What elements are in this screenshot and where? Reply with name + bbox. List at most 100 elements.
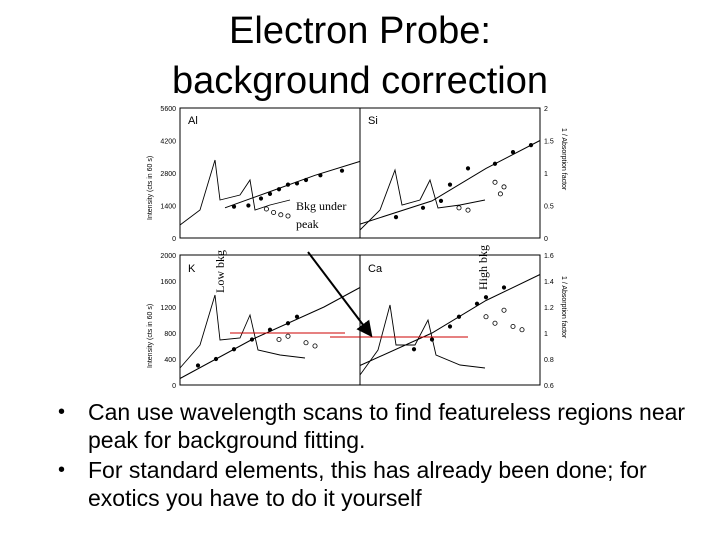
data-point-filled — [294, 181, 300, 186]
data-point-filled — [411, 347, 417, 352]
panel-label-al: Al — [188, 115, 198, 127]
data-point-open — [501, 184, 507, 190]
data-point-filled — [447, 182, 453, 187]
tick-label: 1 — [544, 331, 548, 338]
panel-label-ca: Ca — [368, 263, 383, 275]
tick-label: 0.8 — [544, 357, 554, 364]
ylabel-bottom: Intensity (cts in 60 s) — [147, 304, 154, 368]
ticks-left-bottom: 0 400 800 1200 1600 2000 — [160, 253, 176, 390]
annotation-low-bkg: Low bkg — [213, 250, 227, 293]
absorption-trace-al — [179, 159, 291, 226]
data-point-open — [276, 336, 282, 342]
data-point-open — [465, 207, 471, 213]
trend-curve — [224, 160, 361, 209]
tick-label: 800 — [164, 331, 176, 338]
data-point-open — [285, 213, 291, 219]
tick-label: 0.5 — [544, 204, 554, 211]
data-point-filled — [429, 337, 435, 342]
ylabel-top: Intensity (cts in 60 s) — [147, 156, 154, 220]
data-point-filled — [294, 314, 300, 319]
tick-label: 0 — [172, 236, 176, 243]
ticks-left-top: 0 1400 2800 4200 5600 — [160, 106, 176, 243]
data-point-filled — [318, 173, 323, 178]
data-point-open — [510, 323, 516, 329]
tick-label: 1.4 — [544, 279, 554, 286]
data-point-filled — [195, 363, 201, 368]
trend-curve — [359, 274, 541, 366]
tick-label: 1200 — [160, 305, 176, 312]
data-point-filled — [231, 347, 237, 352]
slide-title: Electron Probe: background correction — [0, 6, 720, 106]
data-point-filled — [492, 161, 498, 166]
bullet-dot-icon: • — [58, 401, 66, 423]
data-point-filled — [438, 198, 444, 203]
panel-frame-si — [359, 107, 541, 239]
tick-label: 2000 — [160, 253, 176, 260]
tick-label: 1600 — [160, 279, 176, 286]
panel-label-k: K — [188, 263, 196, 275]
tick-label: 1 — [544, 171, 548, 178]
data-point-filled — [267, 327, 273, 332]
data-point-filled — [465, 166, 471, 171]
y2label-top: 1 / Absorption factor — [560, 128, 567, 191]
data-point-open — [303, 340, 309, 346]
annotation-high-bkg: High bkg — [476, 245, 490, 290]
title-line-2: background correction — [172, 60, 548, 102]
tick-label: 2800 — [160, 171, 176, 178]
panel-frame-al — [179, 107, 361, 239]
ticks-right-top: 0 0.5 1 1.5 2 — [544, 106, 554, 243]
data-point-filled — [303, 177, 309, 183]
panel-frame-ca — [359, 254, 541, 386]
trend-curve — [359, 140, 541, 225]
data-point-open — [492, 179, 498, 185]
data-point-filled — [456, 314, 462, 319]
data-point-filled — [285, 321, 291, 326]
data-point-open — [271, 209, 277, 215]
data-point-filled — [231, 204, 237, 209]
data-point-filled — [258, 196, 264, 201]
data-point-filled — [213, 356, 219, 362]
data-point-filled — [483, 295, 489, 300]
data-point-filled — [285, 182, 291, 187]
data-point-open — [285, 333, 291, 339]
data-point-filled — [267, 191, 273, 196]
tick-label: 1.2 — [544, 305, 554, 312]
data-point-filled — [246, 203, 251, 208]
data-point-open — [492, 320, 498, 326]
bullet-item: • For standard elements, this has already… — [58, 457, 647, 511]
panel-label-si: Si — [368, 115, 378, 127]
annotation-bkg-under-peak-2: peak — [296, 217, 319, 231]
figure: Al Si K Ca Intensity (cts in 60 s) Inten… — [147, 106, 567, 390]
tick-label: 5600 — [160, 106, 176, 113]
tick-label: 1.6 — [544, 253, 554, 260]
tick-label: 0 — [544, 236, 548, 243]
annotation-arrow — [307, 251, 373, 338]
absorption-trace-si — [359, 168, 486, 231]
annotation-bkg-under-peak-1: Bkg under — [296, 199, 346, 213]
plot-al — [224, 160, 361, 219]
tick-label: 2 — [544, 106, 548, 113]
data-point-filled — [447, 324, 453, 329]
data-point-filled — [420, 205, 426, 210]
data-point-filled — [339, 168, 345, 173]
data-point-open — [278, 212, 284, 218]
data-point-filled — [528, 143, 534, 148]
tick-label: 0.6 — [544, 383, 554, 390]
bullet-item: • Can use wavelength scans to find featur… — [58, 399, 686, 453]
data-point-filled — [393, 215, 399, 220]
plot-si — [359, 140, 541, 225]
title-line-1: Electron Probe: — [229, 10, 491, 52]
data-point-filled — [510, 150, 516, 155]
plot-ca — [359, 274, 541, 366]
bullet-list: • Can use wavelength scans to find featur… — [56, 398, 696, 514]
data-point-filled — [501, 285, 507, 290]
data-point-open — [483, 314, 489, 320]
data-point-filled — [474, 301, 480, 306]
data-point-open — [501, 307, 507, 313]
panel-frame-k — [179, 254, 361, 386]
ticks-right-bottom: 0.6 0.8 1 1.2 1.4 1.6 — [544, 253, 554, 390]
tick-label: 4200 — [160, 139, 176, 146]
tick-label: 0 — [172, 383, 176, 390]
data-point-open — [519, 327, 525, 333]
data-point-open — [497, 191, 503, 197]
